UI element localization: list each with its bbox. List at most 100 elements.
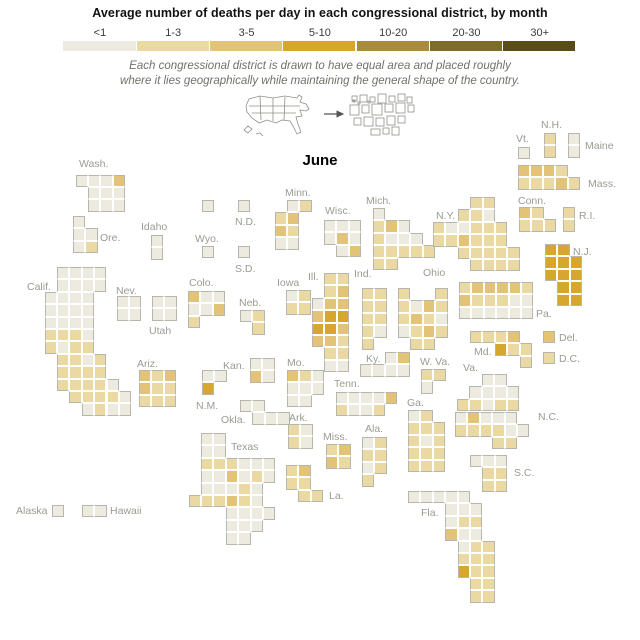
district-tile-washington bbox=[87, 199, 101, 212]
district-tile-new-york bbox=[470, 246, 483, 259]
legend-label: <1 bbox=[93, 27, 107, 39]
district-tile-washington bbox=[112, 186, 126, 200]
district-tile-washington bbox=[75, 174, 88, 187]
district-tile-california bbox=[106, 391, 119, 404]
district-tile-california bbox=[81, 353, 95, 367]
district-tile-california bbox=[81, 378, 95, 391]
district-tile-iowa bbox=[298, 302, 311, 315]
district-tile-texas bbox=[213, 445, 226, 458]
district-tile-oregon bbox=[85, 228, 98, 241]
district-tile-pennsylvania bbox=[521, 306, 534, 320]
district-tile-illinois bbox=[336, 297, 350, 311]
district-tile-nevada bbox=[116, 296, 129, 309]
district-tile-arizona bbox=[151, 370, 164, 383]
district-tile-kentucky bbox=[360, 364, 373, 377]
district-tile-california bbox=[81, 391, 95, 404]
district-tile-hawaii bbox=[94, 505, 107, 518]
district-tile-virginia bbox=[494, 386, 507, 399]
district-tile-mississippi bbox=[338, 444, 351, 457]
district-tile-indiana bbox=[374, 300, 387, 313]
district-tile-california bbox=[94, 378, 107, 391]
district-tile-michigan bbox=[397, 245, 411, 258]
district-tile-florida bbox=[432, 491, 446, 504]
district-tile-massachusetts bbox=[567, 177, 580, 190]
district-tile-north-carolina bbox=[504, 424, 517, 437]
district-tile-texas bbox=[250, 482, 263, 495]
district-tile-new-york bbox=[470, 221, 483, 235]
district-tile-georgia bbox=[432, 447, 446, 460]
district-tile-wisconsin bbox=[336, 232, 349, 245]
district-tile-ohio bbox=[398, 312, 411, 326]
state-label-california: Calif. bbox=[27, 281, 51, 293]
district-tile-colorado bbox=[188, 291, 201, 304]
district-tile-pennsylvania bbox=[521, 294, 534, 307]
district-tile-michigan bbox=[373, 232, 386, 246]
district-tile-colorado bbox=[188, 315, 201, 329]
district-tile-virginia bbox=[469, 398, 482, 412]
district-tile-colorado bbox=[200, 303, 213, 316]
district-tile-new-york bbox=[495, 259, 508, 272]
district-tile-virginia bbox=[481, 386, 495, 399]
district-tile-nebraska bbox=[252, 322, 265, 335]
district-tile-texas bbox=[238, 470, 251, 483]
district-tile-missouri bbox=[299, 382, 312, 395]
district-tile-california bbox=[69, 279, 82, 292]
district-tile-connecticut bbox=[531, 219, 544, 232]
district-tile-new-jersey bbox=[557, 268, 570, 282]
district-tile-florida bbox=[445, 528, 458, 541]
legend-label: 10-20 bbox=[379, 27, 408, 39]
district-tile-texas bbox=[225, 507, 239, 520]
district-tile-pennsylvania bbox=[508, 294, 521, 307]
state-label-wyoming: Wyo. bbox=[195, 233, 219, 245]
district-tile-south-carolina bbox=[494, 455, 508, 468]
district-tile-maryland bbox=[507, 343, 520, 356]
district-tile-michigan bbox=[397, 232, 411, 246]
district-tile-nevada bbox=[128, 296, 142, 309]
district-tile-massachusetts bbox=[542, 165, 556, 178]
district-tile-minnesota bbox=[299, 200, 312, 213]
district-tile-california bbox=[94, 353, 107, 367]
district-tile-minnesota bbox=[286, 200, 300, 213]
district-tile-new-york bbox=[470, 259, 483, 272]
district-tile-maryland bbox=[494, 331, 508, 344]
district-tile-illinois bbox=[312, 297, 325, 311]
district-tile-washington bbox=[112, 199, 126, 212]
district-tile-new-york bbox=[507, 246, 520, 259]
district-tile-vermont bbox=[518, 147, 531, 160]
district-tile-california bbox=[56, 291, 70, 305]
state-label-minnesota: Minn. bbox=[285, 187, 311, 199]
district-tile-pennsylvania bbox=[496, 306, 509, 320]
district-tile-nebraska bbox=[240, 310, 253, 323]
district-tile-idaho bbox=[151, 247, 164, 260]
district-tile-south-carolina bbox=[482, 455, 495, 468]
district-tile-florida bbox=[445, 491, 458, 504]
district-tile-new-jersey bbox=[545, 256, 558, 269]
district-tile-missouri bbox=[287, 370, 300, 383]
district-tile-illinois bbox=[324, 285, 337, 298]
district-tile-pennsylvania bbox=[459, 282, 472, 295]
state-label-oregon: Ore. bbox=[100, 232, 121, 244]
district-tile-north-carolina bbox=[492, 412, 505, 425]
district-tile-missouri bbox=[311, 382, 325, 395]
district-tile-california bbox=[69, 291, 82, 305]
district-tile-california bbox=[69, 366, 82, 379]
district-tile-california bbox=[56, 366, 70, 379]
district-tile-texas bbox=[263, 470, 276, 483]
state-label-arizona: Ariz. bbox=[137, 358, 158, 370]
district-tile-indiana bbox=[362, 300, 375, 313]
district-tile-pennsylvania bbox=[459, 306, 472, 320]
district-tile-washington bbox=[100, 199, 113, 212]
district-tile-connecticut bbox=[543, 219, 557, 232]
district-tile-florida bbox=[482, 553, 495, 566]
district-tile-minnesota bbox=[286, 224, 300, 238]
state-label-district-of-columbia: D.C. bbox=[559, 353, 580, 365]
district-tile-california bbox=[69, 378, 82, 391]
district-tile-kansas bbox=[250, 358, 263, 371]
district-tile-michigan bbox=[410, 245, 423, 258]
district-tile-michigan bbox=[373, 257, 386, 270]
district-tile-florida bbox=[470, 503, 483, 516]
district-tile-florida bbox=[470, 515, 483, 529]
district-tile-florida bbox=[457, 515, 470, 529]
district-tile-pennsylvania bbox=[483, 282, 497, 295]
district-tile-michigan bbox=[385, 220, 398, 233]
